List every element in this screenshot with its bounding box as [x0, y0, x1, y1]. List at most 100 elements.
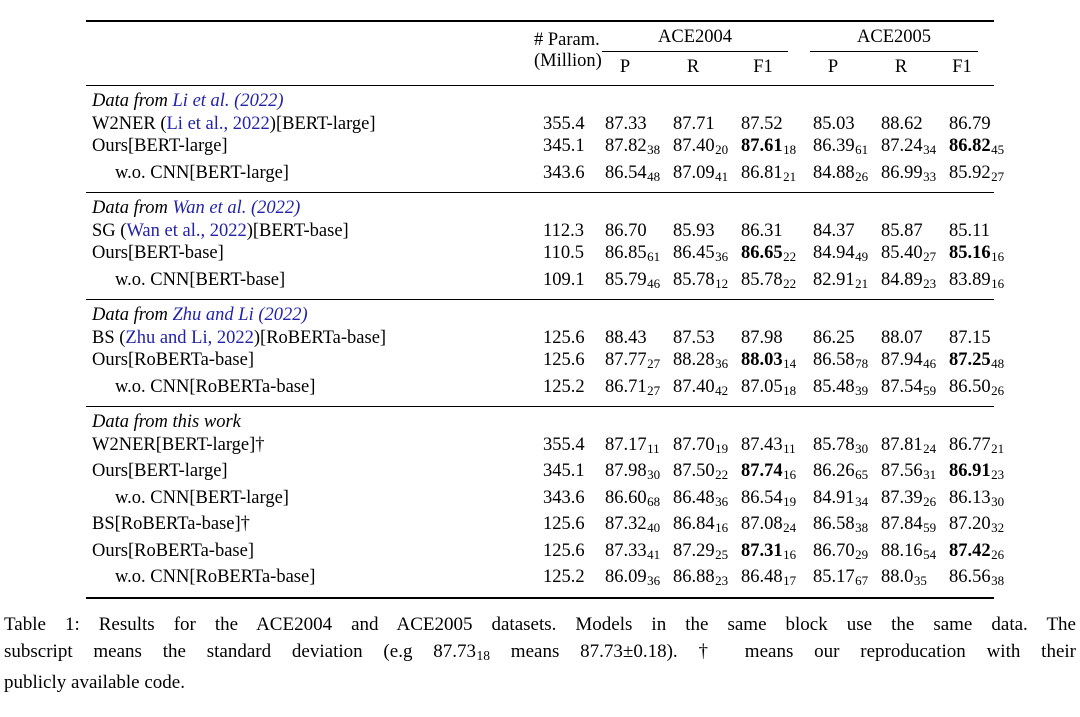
- text-span: w.o. CNN[RoBERTa-base]: [115, 567, 316, 587]
- std-subscript: 21: [783, 168, 797, 184]
- text-span: subscript means the standard deviation (…: [4, 641, 476, 662]
- metric-value: 85.78: [741, 269, 783, 290]
- metric-value: 87.98: [741, 327, 783, 348]
- metric-value-cell: 87.7727: [596, 349, 664, 376]
- citation-link[interactable]: Li et al., 2022: [166, 113, 270, 134]
- metric-value: 87.32: [605, 514, 647, 534]
- metric-value: 84.91: [813, 487, 855, 508]
- metric-value-cell: 87.71: [664, 113, 732, 136]
- table-row: W2NER (Li et al., 2022)[BERT-large] 355.4…: [86, 113, 994, 136]
- metric-value: 85.48: [813, 376, 855, 397]
- std-subscript: 48: [647, 168, 661, 184]
- citation-link[interactable]: Wan et al. (2022): [172, 198, 301, 218]
- citation-link[interactable]: Zhu and Li (2022): [172, 305, 308, 325]
- param-value-cell: 125.6: [543, 327, 585, 348]
- metric-value: 85.78: [673, 269, 715, 290]
- metric-value-cell: 88.0314: [732, 349, 804, 376]
- table-block-4: Data from this work W2NER[BERT-large]† 355…: [86, 406, 1004, 598]
- metric-value-cell: 85.9227: [940, 162, 1004, 193]
- std-subscript: 54: [923, 546, 937, 562]
- metric-value: 86.45: [673, 243, 715, 263]
- metric-value-cell: 87.15: [940, 327, 994, 350]
- col-header-ace2004-p: P: [619, 57, 631, 77]
- block-title-row: Data from this work: [86, 407, 994, 434]
- std-subscript: 42: [715, 382, 729, 398]
- param-value-cell: 112.3: [543, 220, 584, 241]
- citation-link[interactable]: Li et al. (2022): [172, 91, 284, 111]
- metric-value: 85.78: [813, 434, 855, 455]
- metric-value-cell: 87.5459: [872, 376, 940, 407]
- metric-value: 86.77: [949, 434, 991, 455]
- metric-value: 86.54: [605, 162, 647, 183]
- metric-value-cell: 87.2434: [872, 135, 940, 162]
- metric-value: 87.25: [949, 350, 991, 370]
- metric-value: 88.0: [881, 567, 914, 587]
- metric-value: 86.58: [813, 514, 855, 534]
- model-label: BS[RoBERTa-base]†: [86, 513, 534, 540]
- table-row: w.o. CNN[BERT-large] 343.6 86.5448 87.0941 8…: [86, 162, 1004, 193]
- metric-value: 87.17: [605, 434, 647, 455]
- metric-value-cell: 86.7127: [596, 376, 664, 407]
- param-value-cell: 343.6: [543, 162, 585, 183]
- std-subscript: 24: [783, 520, 797, 535]
- param-value-cell: 125.2: [543, 567, 585, 587]
- std-subscript: 22: [783, 275, 797, 291]
- group-label-ace2004: ACE2004: [602, 27, 788, 52]
- metric-value: 85.03: [813, 113, 855, 134]
- metric-value-cell: 86.5638: [940, 566, 1004, 598]
- metric-value: 86.85: [605, 243, 647, 263]
- model-label: w.o. CNN[BERT-base]: [86, 269, 534, 300]
- citation-link[interactable]: Wan et al., 2022: [126, 220, 247, 241]
- std-subscript: 39: [855, 382, 869, 398]
- metric-value-cell: 86.9933: [872, 162, 940, 193]
- metric-value-cell: 86.5448: [596, 162, 664, 193]
- metric-value: 86.58: [813, 350, 855, 370]
- metric-value: 87.71: [673, 113, 715, 134]
- text-span: )[BERT-base]: [246, 220, 349, 241]
- metric-value: 87.15: [949, 327, 991, 348]
- param-value-cell: 355.4: [543, 113, 585, 134]
- std-subscript: 27: [991, 168, 1005, 184]
- metric-value: 88.62: [881, 113, 923, 134]
- caption-line: publicly available code.: [4, 669, 1076, 696]
- metric-value-cell: 87.7416: [732, 460, 804, 487]
- model-label: W2NER (Li et al., 2022)[BERT-large]: [86, 113, 534, 136]
- metric-value: 86.71: [605, 376, 647, 397]
- col-header-ace2004-f1: F1: [753, 57, 773, 77]
- results-table: # Param. (Million) ACE2004 ACE2005 P R F…: [86, 20, 1004, 599]
- table-row: Ours[RoBERTa-base] 125.6 87.3341 87.2925 87.…: [86, 540, 1004, 567]
- metric-value: 87.50: [673, 461, 715, 481]
- text-span: W2NER[BERT-large]†: [92, 434, 265, 455]
- std-subscript: 23: [715, 573, 729, 588]
- metric-value: 86.65: [741, 243, 783, 263]
- metric-value-cell: 85.11: [940, 220, 994, 243]
- metric-value: 87.33: [605, 113, 647, 134]
- citation-link[interactable]: Zhu and Li, 2022: [125, 327, 254, 348]
- metric-value-cell: 85.7946: [596, 269, 664, 300]
- col-header-ace2004-r: R: [686, 57, 700, 77]
- metric-value: 87.39: [881, 487, 923, 508]
- metric-value-cell: 87.4042: [664, 376, 732, 407]
- std-subscript: 26: [991, 546, 1005, 562]
- std-subscript: 29: [855, 546, 869, 562]
- header-corner-cell: [86, 21, 534, 86]
- metric-value-cell: 88.2836: [664, 349, 732, 376]
- text-span: BS[RoBERTa-base]†: [92, 514, 250, 534]
- group-header-ace2005: ACE2005: [804, 21, 994, 52]
- model-label: SG (Wan et al., 2022)[BERT-base]: [86, 220, 534, 243]
- metric-value-cell: 86.6068: [596, 487, 664, 514]
- metric-value: 87.43: [741, 434, 783, 455]
- metric-value: 86.48: [673, 487, 715, 508]
- metric-value-cell: 85.7822: [732, 269, 804, 300]
- text-span: w.o. CNN[BERT-base]: [115, 269, 286, 290]
- std-subscript: 48: [991, 356, 1005, 371]
- text-span: Ours[BERT-large]: [92, 136, 228, 156]
- metric-value-cell: 88.035: [872, 566, 940, 598]
- std-subscript: 22: [715, 467, 729, 482]
- metric-value: 86.25: [813, 327, 855, 348]
- param-value-cell: 345.1: [543, 461, 585, 481]
- std-subscript: 16: [991, 275, 1005, 291]
- metric-value: 87.40: [673, 376, 715, 397]
- metric-value: 86.26: [813, 461, 855, 481]
- metric-value-cell: 87.52: [732, 113, 804, 136]
